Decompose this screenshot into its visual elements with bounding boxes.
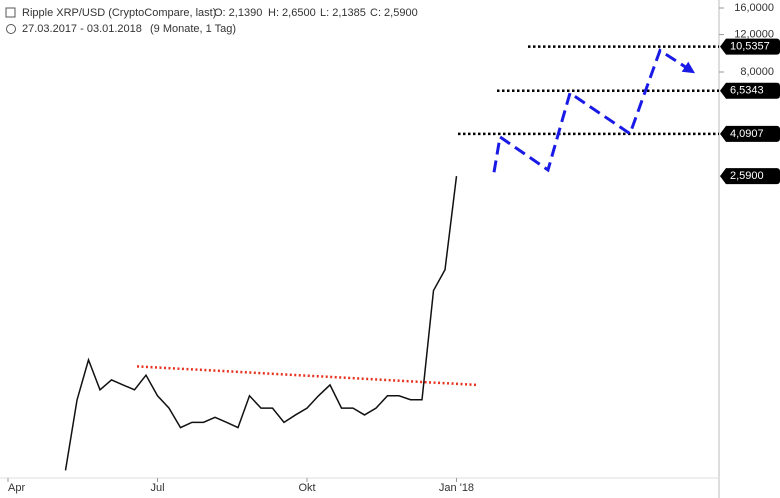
- ohlc-high: H: 2,6500: [268, 7, 316, 19]
- level-label: 10,5357: [730, 40, 770, 52]
- ohlc-close: C: 2,5900: [370, 7, 418, 19]
- ohlc-low: L: 2,1385: [320, 7, 366, 19]
- y-tick-label: 12,0000: [734, 28, 774, 40]
- chart-title: Ripple XRP/USD (CryptoCompare, last): [22, 7, 216, 19]
- period: (9 Monate, 1 Tag): [150, 23, 236, 35]
- header: Ripple XRP/USD (CryptoCompare, last) O: …: [5, 7, 418, 35]
- chart-icon: [5, 7, 16, 18]
- level-tag: [720, 38, 780, 55]
- x-tick-label: Jan '18: [439, 482, 474, 494]
- y-tick-label: 8,0000: [740, 66, 774, 78]
- price-line: [64, 176, 458, 471]
- clock-icon: [6, 24, 16, 34]
- level-label: 6,5343: [730, 85, 764, 97]
- level-label: 4,0907: [730, 128, 764, 140]
- ohlc-open: O: 2,1390: [214, 7, 262, 19]
- projection: [492, 48, 696, 173]
- x-tick-label: Jul: [150, 482, 164, 494]
- last-price-tag: [720, 168, 780, 185]
- level-tag: [720, 125, 780, 142]
- y-tick-label: 16,0000: [734, 2, 774, 14]
- x-tick-label: Apr: [8, 482, 25, 494]
- level-tag: [720, 82, 780, 99]
- x-tick-label: Okt: [298, 482, 315, 494]
- last-price-label: 2,5900: [730, 170, 764, 182]
- date-range: 27.03.2017 - 03.01.2018: [22, 23, 142, 35]
